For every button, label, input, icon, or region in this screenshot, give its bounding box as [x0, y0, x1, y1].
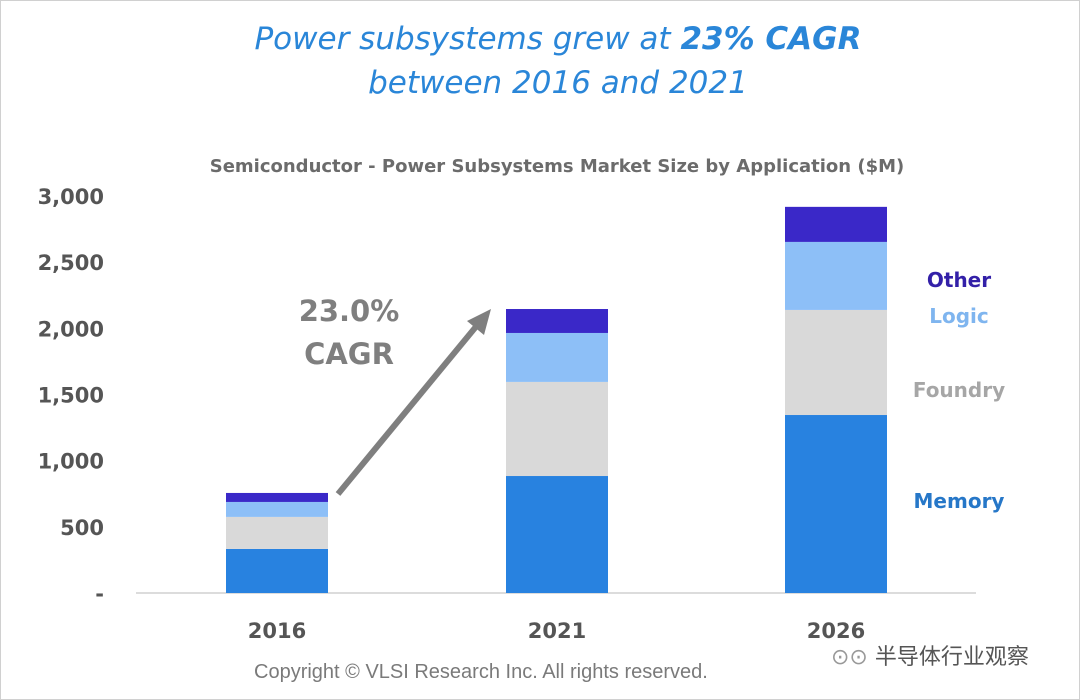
- cagr-arrowhead: [467, 309, 491, 335]
- bar-segment-foundry-2021: [506, 381, 608, 477]
- bar-segment-other-2016: [226, 492, 328, 502]
- x-tick-label: 2026: [807, 619, 865, 643]
- bar-segment-logic-2016: [226, 501, 328, 517]
- bar-segment-logic-2026: [785, 241, 887, 310]
- y-tick-label: 2,000: [38, 317, 104, 341]
- bar-segment-foundry-2016: [226, 516, 328, 549]
- y-tick-label: 1,000: [38, 450, 104, 474]
- cagr-value: 23.0%: [299, 294, 400, 328]
- y-tick-label: 500: [60, 516, 104, 540]
- y-tick-label: 3,000: [38, 185, 104, 209]
- wechat-icon: ⊙⊙: [831, 645, 875, 670]
- bar-segment-logic-2021: [506, 332, 608, 382]
- bar-segment-memory-2026: [785, 415, 887, 593]
- legend-label-memory: Memory: [914, 489, 1005, 513]
- headline-line1: Power subsystems grew at 23% CAGR: [254, 21, 862, 57]
- chart-title: Semiconductor - Power Subsystems Market …: [210, 156, 905, 177]
- cagr-arrow: [335, 321, 482, 496]
- legend-label-other: Other: [927, 268, 991, 292]
- watermark: ⊙⊙ 半导体行业观察: [831, 645, 1029, 670]
- bar-segment-memory-2016: [226, 548, 328, 593]
- bar-segment-other-2026: [785, 206, 887, 242]
- x-tick-label: 2021: [528, 619, 586, 643]
- headline-line2: between 2016 and 2021: [368, 65, 748, 101]
- copyright: Copyright © VLSI Research Inc. All right…: [254, 661, 708, 683]
- x-tick-label: 2016: [248, 619, 306, 643]
- cagr-label: CAGR: [304, 337, 394, 371]
- bar-segment-foundry-2026: [785, 309, 887, 416]
- bar-segment-other-2021: [506, 309, 608, 333]
- legend-label-foundry: Foundry: [913, 378, 1005, 402]
- y-tick-label: 1,500: [38, 384, 104, 408]
- legend-label-logic: Logic: [929, 304, 989, 328]
- y-tick-label: -: [95, 582, 104, 606]
- bar-segment-memory-2021: [506, 476, 608, 593]
- y-tick-label: 2,500: [38, 251, 104, 275]
